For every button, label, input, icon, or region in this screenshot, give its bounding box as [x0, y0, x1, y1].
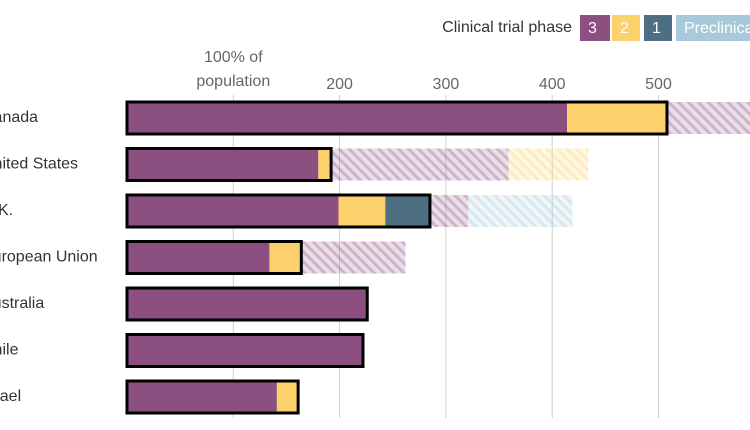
legend-swatch	[644, 15, 672, 41]
category-label: Canada	[0, 109, 38, 126]
category-label: Australia	[0, 295, 44, 312]
optional-segment	[429, 195, 469, 227]
legend-swatch	[676, 15, 750, 41]
category-label: Chile	[0, 342, 19, 359]
bar-segment	[127, 334, 363, 367]
bar-segment	[127, 288, 368, 320]
legend-title: Clinical trial phase	[442, 19, 572, 36]
bar-outline	[125, 193, 432, 229]
x-tick-label: 100% of population	[196, 49, 271, 90]
optional-segment	[667, 102, 750, 134]
legend-label: 1	[652, 20, 661, 37]
bar-outline	[125, 333, 365, 368]
bar-segment	[127, 148, 319, 181]
category-label: Israel	[0, 388, 21, 405]
bar-segment	[127, 195, 339, 227]
optional-segment	[508, 148, 589, 181]
x-tick-label: 300	[433, 76, 460, 93]
optional-segment	[301, 241, 406, 274]
x-tick-label: 400	[539, 76, 566, 93]
bar-outline	[125, 379, 300, 415]
legend-label: 2	[620, 20, 629, 37]
bar-outline	[125, 286, 369, 322]
category-label: European Union	[0, 249, 98, 266]
bar-segment	[127, 241, 270, 274]
legend-label: Preclinical	[684, 20, 750, 37]
legend-swatch	[612, 15, 640, 41]
x-tick-label: 200	[326, 76, 353, 93]
bar-segment	[567, 102, 668, 134]
bar-outline	[125, 100, 669, 136]
category-label: U.K.	[0, 202, 13, 219]
bar-segment	[276, 381, 299, 413]
category-label: United States	[0, 156, 78, 173]
bar-segment	[385, 195, 430, 227]
optional-segment	[331, 148, 509, 181]
bar-segment	[127, 381, 277, 413]
bar-segment	[269, 241, 302, 274]
optional-segment	[468, 195, 573, 227]
bar-outline	[125, 147, 333, 182]
bar-segment	[338, 195, 386, 227]
bar-segment	[318, 148, 332, 181]
legend-label: 3	[588, 20, 597, 37]
bar-outline	[125, 240, 303, 275]
bar-segment	[127, 102, 568, 134]
legend-swatch	[580, 15, 610, 41]
x-tick-label: 500	[645, 76, 672, 93]
